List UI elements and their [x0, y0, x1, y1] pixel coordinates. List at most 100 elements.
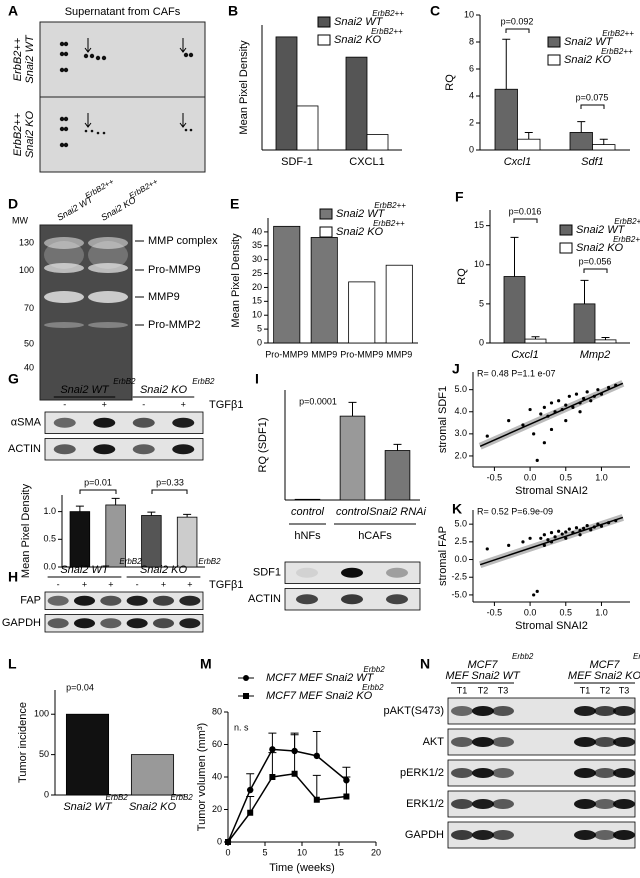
- legend-marker: [243, 675, 249, 681]
- point: [225, 839, 231, 845]
- bar: [503, 276, 526, 344]
- y-tick-label: 2.0: [454, 450, 467, 460]
- row-label: FAP: [20, 595, 41, 607]
- x-axis-label: Stromal SNAI2: [515, 620, 588, 632]
- lane-label: +: [161, 579, 166, 589]
- group-label: Snai2 WT: [60, 384, 110, 396]
- y-tick-label: 5: [257, 323, 262, 333]
- y-tick-label: 0: [469, 144, 474, 154]
- legend-swatch: [547, 54, 561, 66]
- array-spot: [90, 129, 94, 133]
- row-label: GAPDH: [2, 617, 41, 629]
- point: [535, 589, 539, 593]
- point: [592, 394, 596, 398]
- arrow: [179, 113, 187, 128]
- point: [606, 385, 611, 390]
- arrow: [179, 38, 187, 53]
- lane-label: -: [142, 399, 145, 409]
- point: [542, 405, 546, 409]
- y-axis-label: Tumor incidence: [17, 702, 29, 783]
- gel-band: [88, 291, 128, 303]
- error-bar: [510, 236, 519, 277]
- bar: [65, 713, 110, 796]
- bar: [294, 498, 321, 501]
- legend-genotype: ErbB2++: [371, 27, 403, 36]
- legend-genotype: ErbB2++: [374, 201, 406, 210]
- row-label: AKT: [423, 736, 445, 748]
- bar: [594, 339, 617, 344]
- point: [596, 522, 600, 526]
- array-spot: [188, 52, 194, 58]
- point: [557, 399, 561, 403]
- legend-genotype: ErbB2++: [602, 29, 634, 38]
- point: [589, 399, 593, 403]
- legend-genotype: ErbB2++: [372, 9, 404, 18]
- array-spot: [63, 67, 69, 73]
- panel-letter: I: [255, 371, 259, 387]
- y-axis-label: Mean Pixel Density: [230, 233, 242, 328]
- error-bar: [502, 38, 511, 90]
- panel-letter: C: [430, 3, 440, 19]
- x-tick-label: 0.0: [524, 607, 537, 617]
- y-tick-label: 6: [469, 63, 474, 73]
- blot-strip: [44, 438, 204, 461]
- legend-label: Snai2 KO: [336, 226, 384, 238]
- lane-label: T1: [457, 685, 468, 695]
- annotation: p=0.075: [576, 92, 609, 102]
- legend-genotype: ErbB2++: [613, 235, 640, 244]
- blot-band: [613, 737, 635, 747]
- point: [291, 770, 298, 777]
- x-tick-label: MMP9: [386, 349, 412, 359]
- point: [553, 535, 557, 539]
- row-label: pAKT(S473): [383, 705, 444, 717]
- bar: [345, 56, 368, 151]
- gel-band: [44, 263, 84, 273]
- error-bar: [393, 443, 402, 451]
- bracket: [583, 268, 608, 273]
- x-tick-label: control: [291, 506, 325, 518]
- lane-label: T2: [478, 685, 489, 695]
- bar: [569, 132, 593, 151]
- lane-label: +: [102, 399, 107, 409]
- y-axis-label: RQ (SDF1): [257, 418, 269, 473]
- y-tick-label: 8: [469, 36, 474, 46]
- group-genotype: ErbB2: [119, 557, 142, 566]
- error-bar: [601, 337, 610, 340]
- array-spot: [59, 126, 65, 132]
- array-spot: [63, 41, 69, 47]
- error-bar: [342, 776, 351, 797]
- arrow: [84, 113, 92, 128]
- blot-band: [100, 595, 122, 606]
- y-tick-label: 30: [252, 254, 262, 264]
- series-line: [227, 748, 347, 843]
- point: [521, 423, 525, 427]
- point: [560, 407, 564, 412]
- mw-title: MW: [12, 215, 28, 225]
- point: [485, 547, 489, 551]
- legend-label: Snai2 KO: [576, 242, 624, 254]
- blot-band: [152, 618, 175, 629]
- legend-label: Snai2 WT: [576, 224, 626, 236]
- x-tick-label: CXCL1: [349, 156, 384, 168]
- panel-letter: F: [455, 189, 464, 205]
- series-line: [227, 772, 347, 843]
- blot-band: [73, 595, 96, 606]
- bar: [524, 338, 547, 344]
- blot-band: [132, 417, 155, 428]
- array-spot: [102, 131, 106, 135]
- point: [542, 533, 546, 537]
- treatment-label: TGFβ1: [209, 399, 243, 411]
- blot-band: [341, 594, 363, 605]
- panel-letter: H: [8, 569, 18, 585]
- blot-band: [172, 444, 195, 455]
- point: [599, 392, 604, 396]
- x-tick-label: 1.0: [595, 607, 608, 617]
- lane-label: T1: [580, 685, 591, 695]
- y-tick-label: 15: [474, 220, 484, 230]
- array-membrane: [39, 21, 206, 98]
- point: [589, 528, 593, 532]
- annotation: p=0.0001: [299, 396, 337, 406]
- blot-band: [472, 706, 494, 716]
- y-axis-label: RQ: [444, 74, 456, 91]
- gel-band: [44, 322, 84, 328]
